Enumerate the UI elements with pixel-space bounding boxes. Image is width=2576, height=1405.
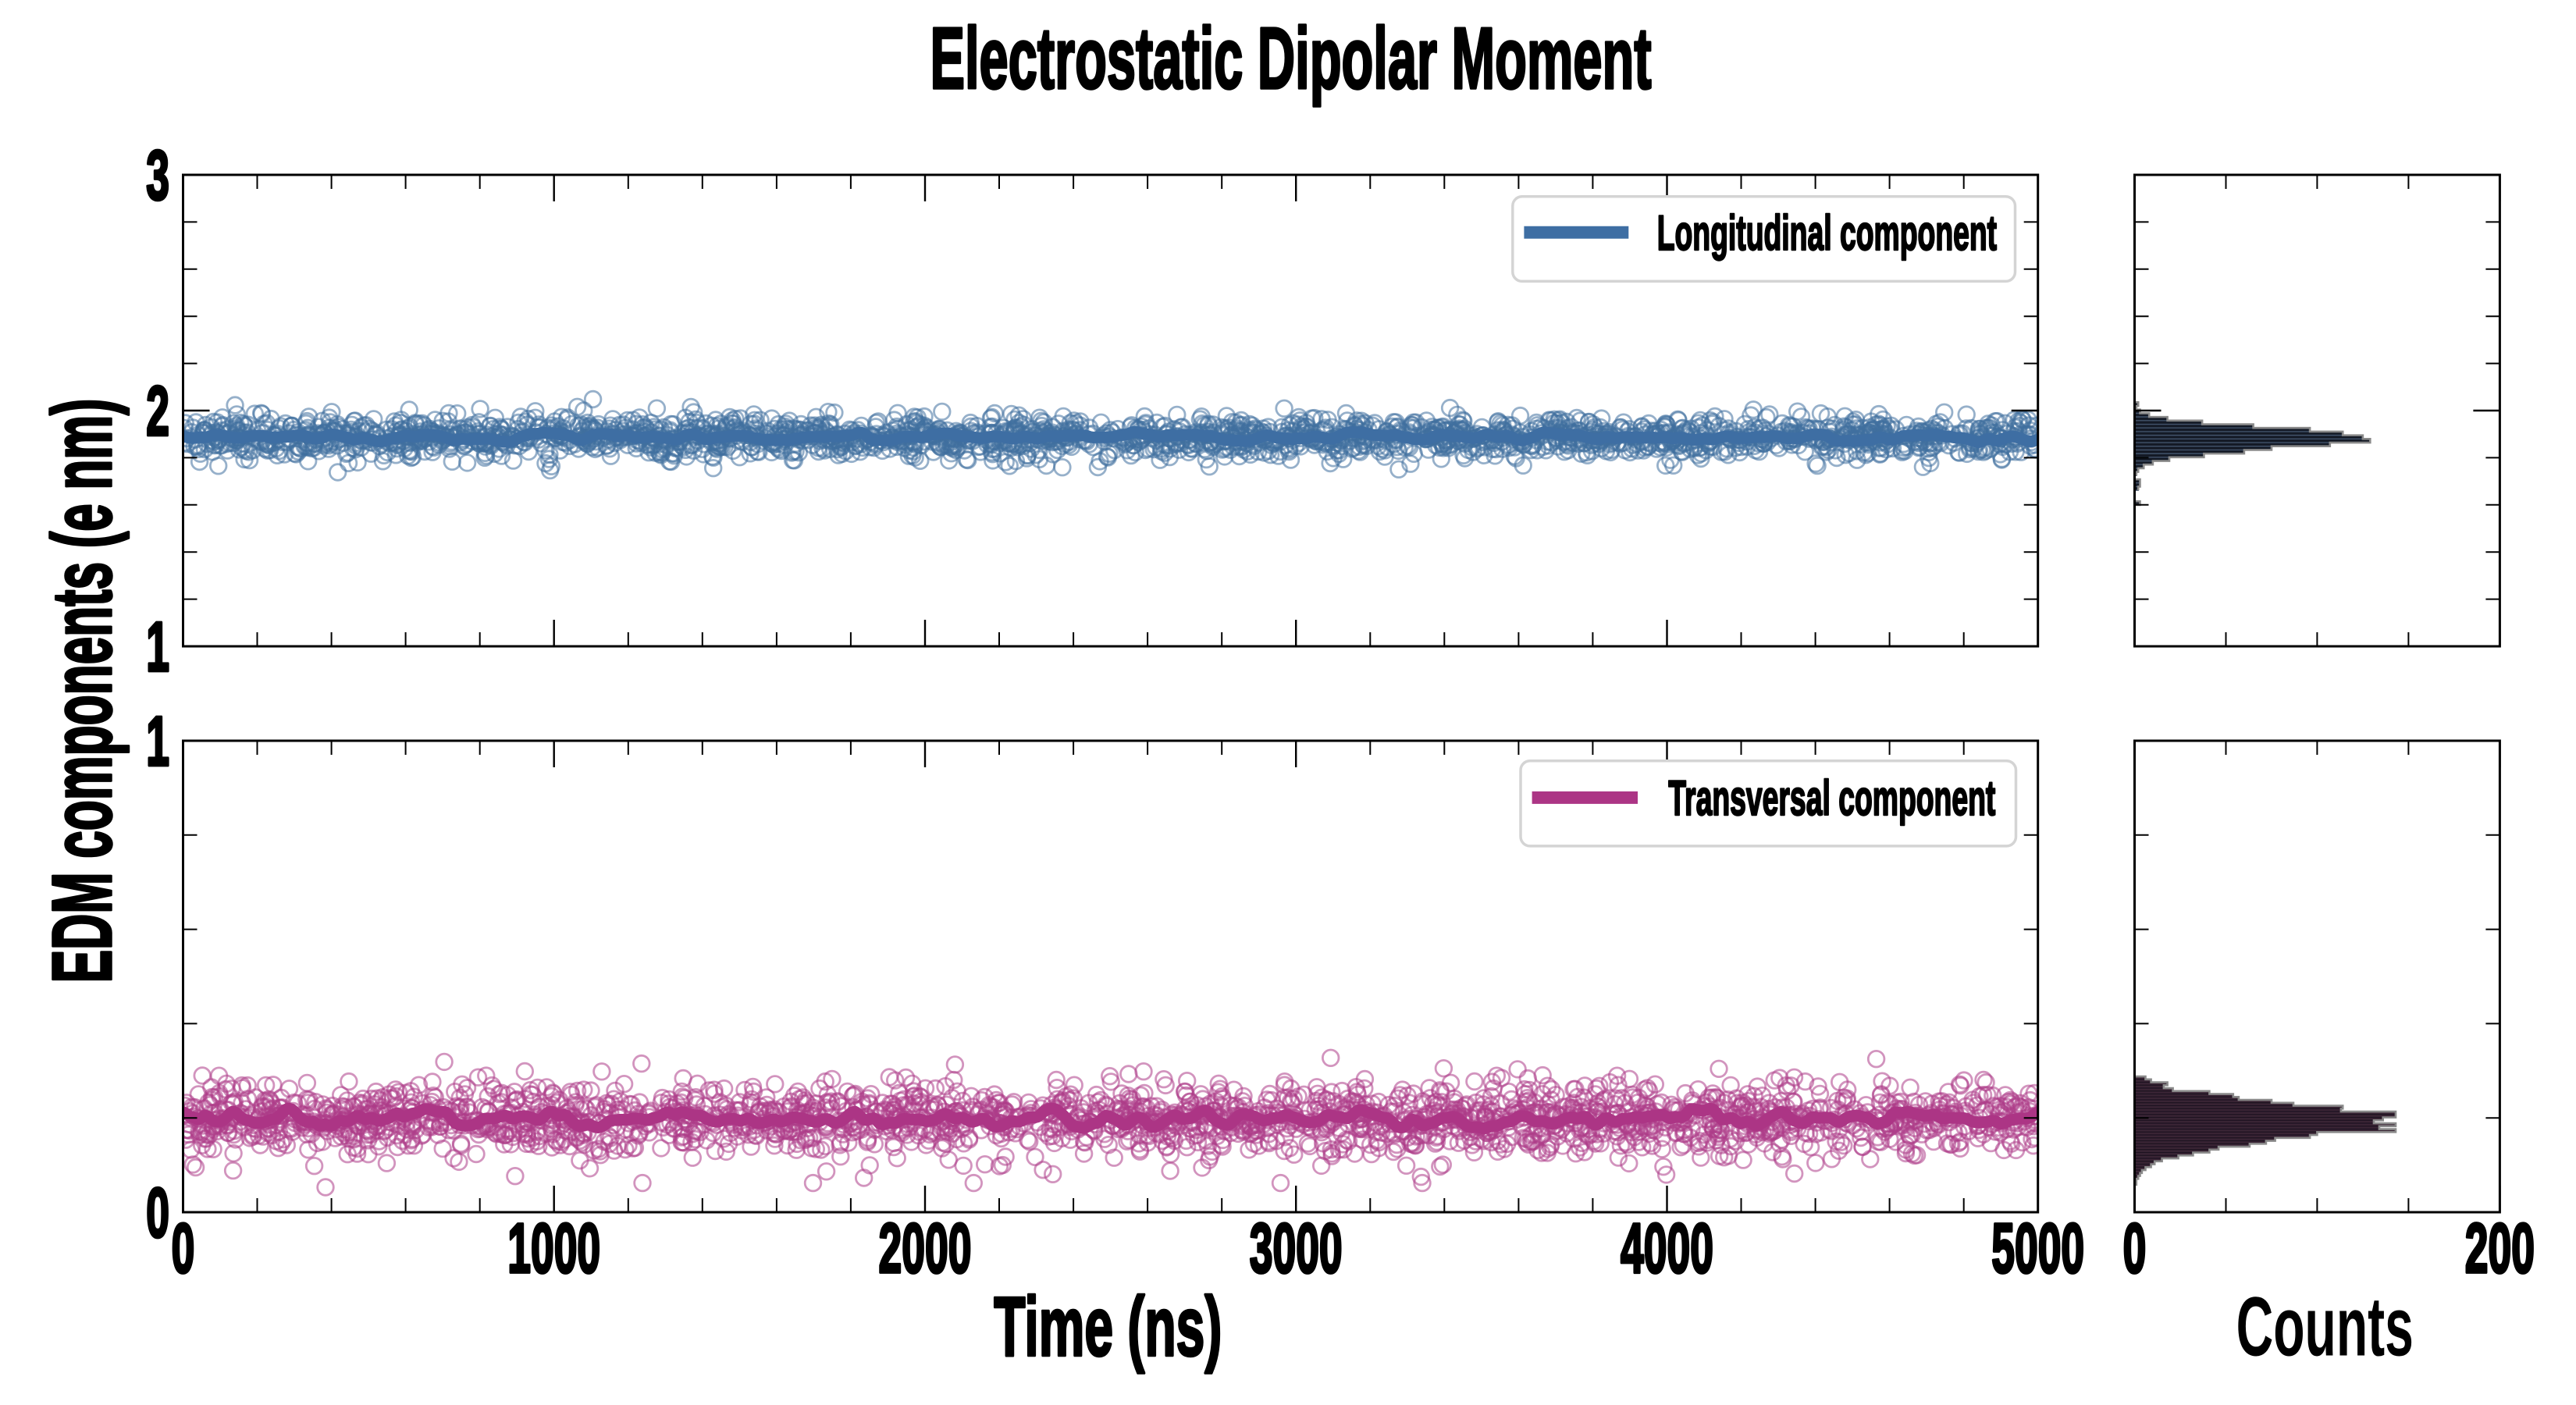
svg-text:1: 1	[146, 702, 169, 781]
svg-text:4000: 4000	[1621, 1209, 1713, 1288]
svg-text:0: 0	[146, 1173, 169, 1252]
svg-text:0: 0	[172, 1209, 195, 1288]
svg-text:Transversal component: Transversal component	[1668, 770, 1995, 826]
svg-text:Time (ns): Time (ns)	[994, 1279, 1222, 1374]
svg-text:3000: 3000	[1250, 1209, 1343, 1288]
svg-text:Counts: Counts	[2236, 1279, 2414, 1374]
svg-text:2: 2	[146, 372, 169, 450]
svg-text:5000: 5000	[1991, 1209, 2084, 1288]
svg-text:Longitudinal component: Longitudinal component	[1657, 205, 1997, 261]
svg-text:EDM components (e nm): EDM components (e nm)	[35, 399, 129, 984]
svg-text:200: 200	[2465, 1209, 2535, 1288]
svg-text:1: 1	[146, 607, 169, 686]
svg-text:0: 0	[2123, 1209, 2147, 1288]
svg-text:3: 3	[146, 136, 169, 215]
svg-text:2000: 2000	[879, 1209, 972, 1288]
svg-text:1000: 1000	[507, 1209, 600, 1288]
svg-text:Electrostatic Dipolar Moment: Electrostatic Dipolar Moment	[930, 11, 1651, 108]
